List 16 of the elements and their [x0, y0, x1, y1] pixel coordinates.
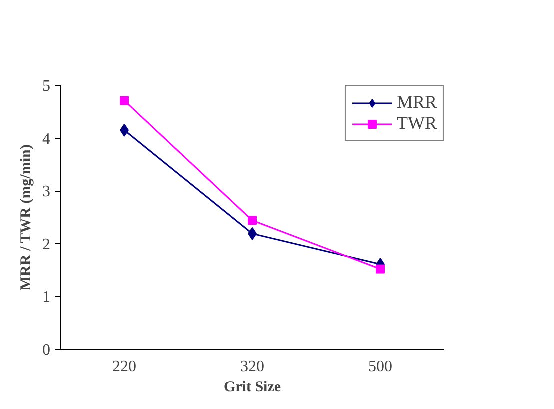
x-axis-title: Grit Size	[224, 380, 282, 396]
point	[248, 216, 257, 226]
legend-label: MRR	[396, 92, 437, 113]
y-tick-label: 0	[42, 342, 50, 359]
y-axis-title: MRR / TWR (mg/min)	[18, 144, 34, 291]
legend-label: TWR	[396, 113, 437, 134]
x-tick-label: 220	[112, 358, 136, 376]
point	[120, 96, 129, 106]
x-tick-label: 500	[368, 358, 392, 376]
point	[376, 264, 385, 274]
x-tick-label: 320	[240, 358, 264, 376]
y-tick-label: 5	[42, 78, 50, 95]
y-tick-label: 4	[42, 130, 50, 148]
y-tick-label: 2	[42, 236, 50, 254]
y-tick-label: 3	[42, 184, 50, 201]
y-tick-label: 1	[42, 289, 50, 306]
